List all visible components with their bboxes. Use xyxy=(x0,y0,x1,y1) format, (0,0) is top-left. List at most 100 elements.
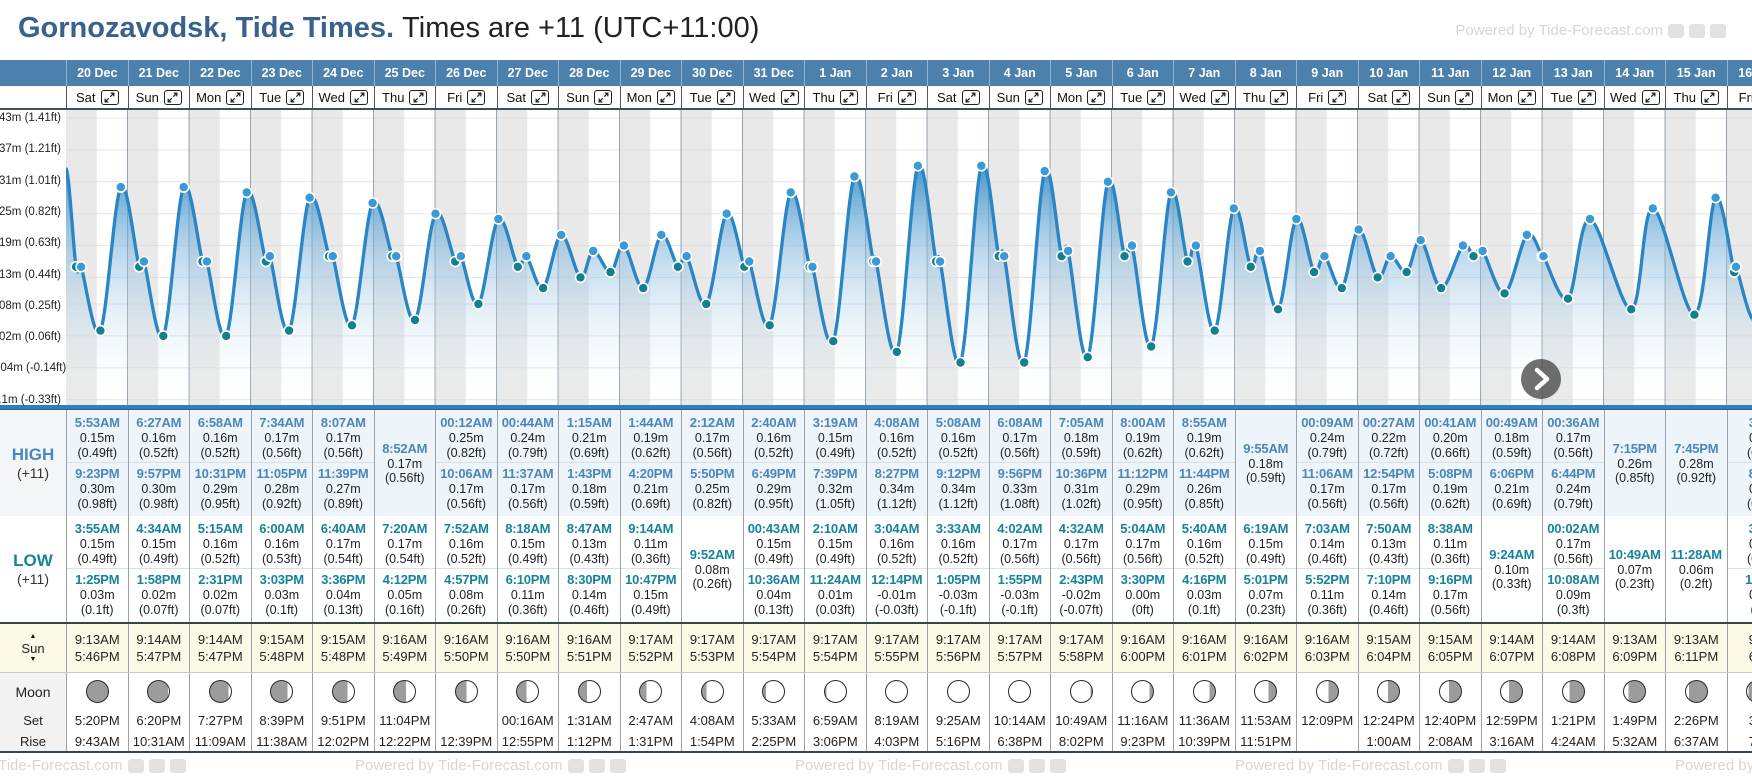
expand-day-button[interactable] xyxy=(1455,89,1474,105)
tide-height-ft: (0.49ft) xyxy=(507,551,548,566)
sunset-time: 6:1 xyxy=(1749,648,1752,665)
tide-height-ft: (0.36ft) xyxy=(1430,551,1471,566)
tide-time: 1:25PM xyxy=(75,572,120,587)
sunset-time: 5:50PM xyxy=(505,649,551,664)
expand-day-button[interactable] xyxy=(1211,89,1229,105)
tide-height-m: 0.20m xyxy=(1432,431,1468,445)
expand-day-button[interactable] xyxy=(1700,89,1719,105)
sunrise-time: 9:17AM xyxy=(628,632,674,647)
tide-entry: 00:44AM 0.24m (0.79ft) xyxy=(498,415,559,460)
watermark-badge-icon xyxy=(1489,759,1506,774)
tide-entry: 11:37AM 0.17m (0.56ft) xyxy=(497,462,558,511)
tide-height-ft: (0.56ft) xyxy=(999,551,1040,566)
weekday-label: Mon xyxy=(196,89,222,105)
weekday-label: Mon xyxy=(626,89,652,105)
tide-time: 00:44AM xyxy=(501,415,554,430)
expand-day-button[interactable] xyxy=(100,89,119,105)
tide-time: 11:44PM xyxy=(1178,466,1230,481)
tide-time: 3:4 xyxy=(1728,415,1752,431)
expand-day-button[interactable] xyxy=(1024,89,1043,105)
expand-day-button[interactable] xyxy=(1270,89,1289,105)
scroll-right-button[interactable] xyxy=(1521,359,1561,399)
tide-height-ft: (0.59ft) xyxy=(1061,445,1102,460)
expand-day-button[interactable] xyxy=(839,89,858,105)
expand-day-button[interactable] xyxy=(897,89,916,105)
moonset-time: 11:36AM xyxy=(1178,713,1230,728)
expand-day-button[interactable] xyxy=(594,89,613,105)
expand-day-button[interactable] xyxy=(1577,89,1596,105)
sun-row-label[interactable]: ▲ Sun ▼ xyxy=(0,624,66,672)
date-row-gutter xyxy=(0,60,66,86)
expand-day-button[interactable] xyxy=(1328,89,1347,105)
sunset-arrow-icon: ▼ xyxy=(29,655,37,663)
tide-time: 2:10AM xyxy=(812,521,858,536)
location-title: Gornozavodsk, Tide Times. xyxy=(18,12,395,44)
tide-height-m: 0.11m xyxy=(633,537,668,551)
expand-day-button[interactable] xyxy=(1392,89,1410,105)
tide-height-ft: (0.62ft) xyxy=(630,445,671,460)
tide-height-ft: (0.49ft) xyxy=(138,551,179,566)
tide-height-m: 0.1 xyxy=(1728,431,1752,446)
date-cell: 1 Jan xyxy=(804,60,866,86)
weekday-cell: Wed xyxy=(1603,86,1665,108)
tide-time: 11:37AM xyxy=(502,466,554,481)
tide-time: 6:10PM xyxy=(505,572,551,587)
date-cell: 3 Jan xyxy=(927,60,989,86)
tide-height-m: 0.17m xyxy=(694,431,730,445)
tide-height-ft: (0.85ft) xyxy=(1184,496,1225,511)
sunset-time: 6:09PM xyxy=(1612,649,1658,664)
expand-day-button[interactable] xyxy=(226,89,245,105)
expand-day-button[interactable] xyxy=(1517,89,1536,105)
watermark-badge-icon xyxy=(1007,759,1024,774)
tide-height-ft: (0.92ft) xyxy=(1676,471,1717,485)
weekday-label: Sun xyxy=(566,89,590,105)
tide-entry: 7:05AM 0.18m (0.59ft) xyxy=(1051,415,1112,460)
tide-height-m: 0.11m xyxy=(510,588,545,602)
expand-day-button[interactable] xyxy=(1641,89,1660,105)
tide-entry: 6:10PM 0.11m (0.36ft) xyxy=(497,568,558,617)
expand-day-button[interactable] xyxy=(409,89,428,105)
weekday-label: Wed xyxy=(1179,89,1207,105)
tide-height-ft: (0.1ft) xyxy=(80,602,114,617)
expand-day-button[interactable] xyxy=(1147,89,1166,105)
tide-height-m: 0.14m xyxy=(1371,588,1407,602)
moon-phase-icon-full-moon xyxy=(885,680,909,703)
expand-day-button[interactable] xyxy=(467,89,486,105)
watermark-text: Powered by Tide-Forecast.com xyxy=(1235,757,1443,774)
tide-time: 11:28AM xyxy=(1670,546,1723,562)
expand-day-button[interactable] xyxy=(531,89,549,105)
tide-height-m: 0.09m xyxy=(1555,588,1591,602)
expand-day-button[interactable] xyxy=(350,89,368,105)
tide-height-ft: (0.54ft) xyxy=(384,551,425,566)
expand-day-button[interactable] xyxy=(716,89,735,105)
moonset-time: 12:40PM xyxy=(1424,713,1477,728)
expand-day-button[interactable] xyxy=(656,89,675,105)
moonrise-cell: 11:38AM xyxy=(250,731,312,751)
tide-entry: 00:36AM 0.17m (0.56ft) xyxy=(1543,415,1604,460)
expand-day-button[interactable] xyxy=(780,89,799,105)
expand-day-button[interactable] xyxy=(961,89,980,105)
sun-cell: 9:16AM 6:01PM xyxy=(1173,624,1235,672)
tide-entry: 11:44PM 0.26m (0.85ft) xyxy=(1174,462,1235,511)
expand-day-button[interactable] xyxy=(286,89,305,105)
tide-height-ft: (0.52ft) xyxy=(938,551,979,566)
tide-entry: 00:49AM 0.18m (0.59ft) xyxy=(1482,415,1543,460)
tide-time: 2:12AM xyxy=(689,415,735,430)
expand-day-button[interactable] xyxy=(1087,89,1106,105)
high-tide-cell: 00:27AM 0.22m (0.72ft) 12:54PM 0.17m (0.56ft) xyxy=(1357,410,1419,516)
tide-entry: 8:00AM 0.19m (0.62ft) xyxy=(1113,415,1174,460)
moonset-cell: 3:1 xyxy=(1726,710,1752,731)
moonset-time: 12:59PM xyxy=(1485,713,1538,728)
moonrise-cell: 12:22PM xyxy=(373,731,435,751)
tide-time: 10:06AM xyxy=(440,466,493,481)
tide-time: 00:27AM xyxy=(1362,415,1415,430)
sun-cell: 9:17AM 5:57PM xyxy=(988,624,1050,672)
low-tide-cell: 2:10AM 0.15m (0.49ft) 11:24AM 0.01m (0.03ft) xyxy=(804,516,866,622)
expand-day-button[interactable] xyxy=(163,89,182,105)
moon-cell xyxy=(373,673,435,710)
tide-entry: 8:55AM 0.19m (0.62ft) xyxy=(1174,415,1235,460)
tide-entry: 00:02AM 0.17m (0.56ft) xyxy=(1543,521,1604,566)
sun-cell: 9:16:1 xyxy=(1726,624,1752,672)
high-tide-cell: 00:09AM 0.24m (0.79ft) 11:06AM 0.17m (0.56ft) xyxy=(1296,410,1358,516)
tide-height-ft: (0.69ft) xyxy=(630,496,671,511)
